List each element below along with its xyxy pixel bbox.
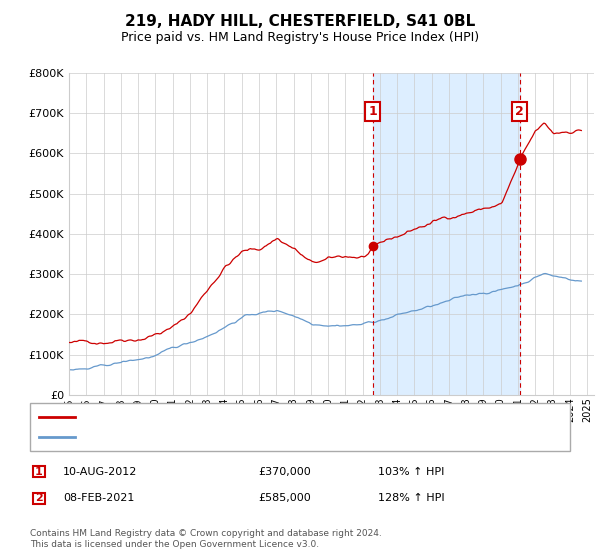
- Text: Price paid vs. HM Land Registry's House Price Index (HPI): Price paid vs. HM Land Registry's House …: [121, 31, 479, 44]
- Text: 10-AUG-2012: 10-AUG-2012: [63, 466, 137, 477]
- Text: 219, HADY HILL, CHESTERFIELD, S41 0BL: 219, HADY HILL, CHESTERFIELD, S41 0BL: [125, 14, 475, 29]
- Text: £370,000: £370,000: [258, 466, 311, 477]
- Text: 2: 2: [515, 105, 524, 118]
- Text: 08-FEB-2021: 08-FEB-2021: [63, 493, 134, 503]
- Text: £585,000: £585,000: [258, 493, 311, 503]
- Text: 103% ↑ HPI: 103% ↑ HPI: [378, 466, 445, 477]
- Text: 1: 1: [35, 466, 43, 477]
- Text: 2: 2: [35, 493, 43, 503]
- Text: 1: 1: [368, 105, 377, 118]
- Text: 128% ↑ HPI: 128% ↑ HPI: [378, 493, 445, 503]
- Text: HPI: Average price, detached house, Chesterfield: HPI: Average price, detached house, Ches…: [81, 432, 337, 442]
- Text: 219, HADY HILL, CHESTERFIELD, S41 0BL (detached house): 219, HADY HILL, CHESTERFIELD, S41 0BL (d…: [81, 412, 389, 422]
- Bar: [373, 73, 520, 395]
- Text: Contains HM Land Registry data © Crown copyright and database right 2024.
This d: Contains HM Land Registry data © Crown c…: [30, 529, 382, 549]
